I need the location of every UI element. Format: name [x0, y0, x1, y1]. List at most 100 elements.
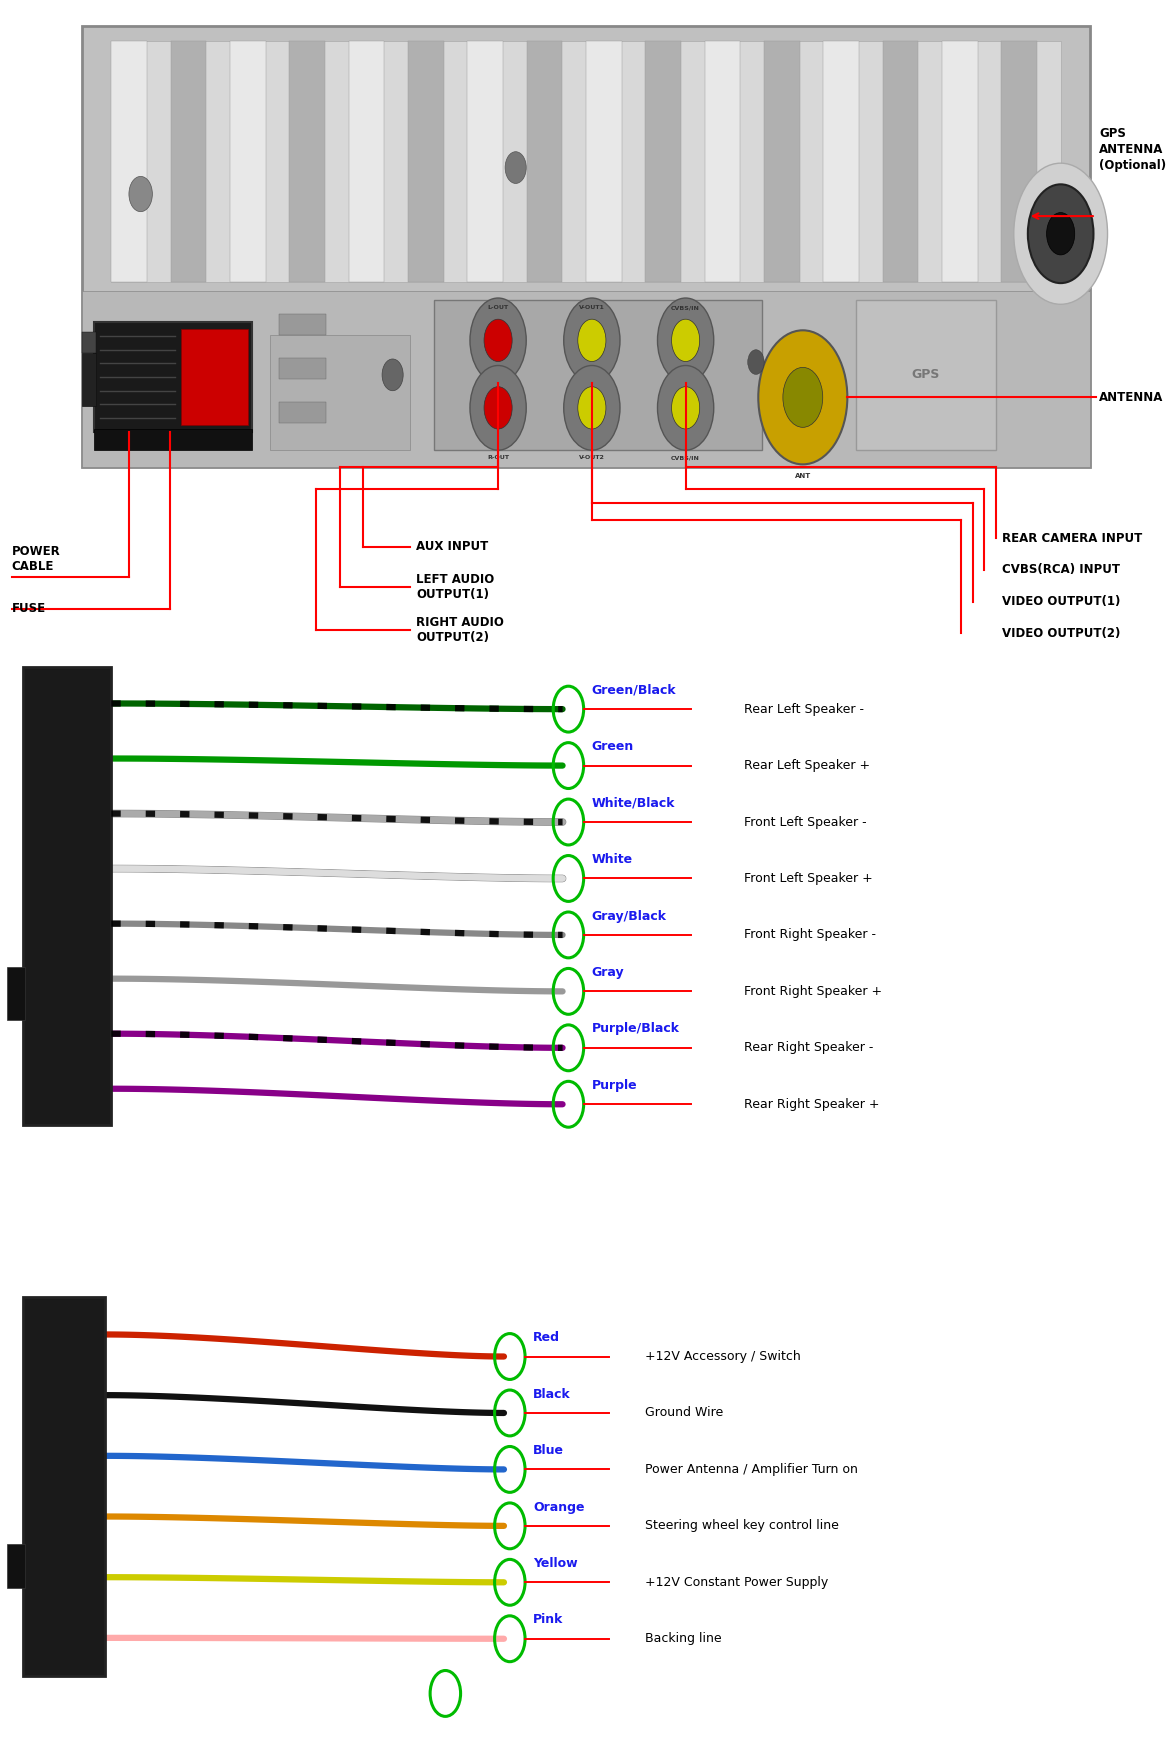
Text: +12V Accessory / Switch: +12V Accessory / Switch: [645, 1349, 800, 1364]
Bar: [883, 41, 919, 282]
Text: CVBS/IN: CVBS/IN: [672, 305, 700, 310]
Bar: [823, 41, 859, 282]
Bar: [111, 41, 1061, 282]
Bar: [270, 335, 410, 450]
Text: Purple: Purple: [592, 1080, 638, 1092]
Bar: [279, 358, 326, 379]
Text: GPS
ANTENNA
(Optional): GPS ANTENNA (Optional): [1099, 127, 1166, 173]
Text: Rear Left Speaker +: Rear Left Speaker +: [744, 759, 871, 773]
Bar: [856, 300, 996, 450]
Circle shape: [578, 319, 606, 362]
Bar: [942, 41, 977, 282]
Circle shape: [484, 386, 512, 429]
Text: Green: Green: [592, 741, 634, 753]
Bar: [82, 353, 96, 406]
Text: R-OUT: R-OUT: [488, 455, 509, 460]
Circle shape: [672, 319, 700, 362]
Bar: [230, 41, 266, 282]
Text: VIDEO OUTPUT(2): VIDEO OUTPUT(2): [1002, 626, 1120, 640]
Text: Blue: Blue: [533, 1445, 564, 1457]
Bar: [468, 41, 503, 282]
Circle shape: [382, 360, 403, 392]
Circle shape: [470, 365, 526, 450]
Circle shape: [748, 349, 764, 374]
Bar: [82, 291, 1090, 467]
Text: FUSE: FUSE: [12, 602, 46, 616]
Bar: [23, 1297, 105, 1676]
Text: Purple/Black: Purple/Black: [592, 1023, 680, 1035]
Text: VIDEO OUTPUT(1): VIDEO OUTPUT(1): [1002, 594, 1120, 609]
Bar: [289, 41, 325, 282]
Circle shape: [758, 330, 847, 464]
Text: Ground Wire: Ground Wire: [645, 1406, 723, 1420]
Bar: [82, 26, 1090, 467]
Text: V-OUT1: V-OUT1: [579, 305, 605, 310]
Circle shape: [564, 298, 620, 383]
Bar: [408, 41, 443, 282]
Text: L-OUT: L-OUT: [488, 305, 509, 310]
Bar: [111, 41, 146, 282]
Circle shape: [129, 176, 152, 212]
Bar: [646, 41, 681, 282]
Text: Front Left Speaker +: Front Left Speaker +: [744, 871, 873, 886]
Text: ANT: ANT: [795, 473, 811, 480]
Bar: [704, 41, 741, 282]
Bar: [171, 41, 206, 282]
Text: RIGHT AUDIO
OUTPUT(2): RIGHT AUDIO OUTPUT(2): [416, 616, 504, 644]
Circle shape: [783, 367, 823, 427]
Text: Front Right Speaker +: Front Right Speaker +: [744, 984, 883, 998]
Text: +12V Constant Power Supply: +12V Constant Power Supply: [645, 1575, 827, 1589]
Text: REAR CAMERA INPUT: REAR CAMERA INPUT: [1002, 531, 1143, 545]
Bar: [180, 328, 248, 425]
Circle shape: [657, 365, 714, 450]
Text: V-OUT2: V-OUT2: [579, 455, 605, 460]
Bar: [23, 667, 111, 1125]
Text: White/Black: White/Black: [592, 797, 675, 810]
Bar: [764, 41, 799, 282]
Bar: [586, 41, 621, 282]
Text: Front Left Speaker -: Front Left Speaker -: [744, 815, 867, 829]
Text: POWER
CABLE: POWER CABLE: [12, 545, 61, 573]
Bar: [94, 321, 252, 432]
Text: Black: Black: [533, 1388, 571, 1401]
Text: CVBS/IN: CVBS/IN: [672, 455, 700, 460]
Bar: [279, 402, 326, 423]
Circle shape: [1047, 213, 1075, 254]
Text: Rear Left Speaker -: Rear Left Speaker -: [744, 702, 864, 716]
Bar: [526, 41, 563, 282]
Text: ANTENNA: ANTENNA: [1099, 392, 1164, 404]
Text: GPS: GPS: [912, 369, 940, 381]
Text: Green/Black: Green/Black: [592, 684, 676, 697]
Circle shape: [1014, 164, 1108, 303]
Text: Rear Right Speaker -: Rear Right Speaker -: [744, 1041, 873, 1055]
Bar: [349, 41, 384, 282]
Text: Front Right Speaker -: Front Right Speaker -: [744, 928, 877, 942]
Bar: [82, 332, 96, 353]
Bar: [94, 429, 252, 450]
Bar: [7, 1544, 25, 1588]
Text: Rear Right Speaker +: Rear Right Speaker +: [744, 1097, 880, 1111]
Bar: [434, 300, 762, 450]
Text: Pink: Pink: [533, 1614, 564, 1626]
Circle shape: [1028, 183, 1093, 284]
Circle shape: [672, 386, 700, 429]
Circle shape: [578, 386, 606, 429]
Text: Red: Red: [533, 1332, 560, 1344]
Text: Gray: Gray: [592, 967, 625, 979]
Circle shape: [657, 298, 714, 383]
Text: White: White: [592, 854, 633, 866]
Text: Orange: Orange: [533, 1501, 585, 1514]
Text: Steering wheel key control line: Steering wheel key control line: [645, 1519, 838, 1533]
Bar: [279, 314, 326, 335]
Circle shape: [564, 365, 620, 450]
Bar: [1001, 41, 1037, 282]
Text: AUX INPUT: AUX INPUT: [416, 540, 489, 554]
Text: Backing line: Backing line: [645, 1632, 721, 1646]
Circle shape: [484, 319, 512, 362]
Circle shape: [470, 298, 526, 383]
Text: LEFT AUDIO
OUTPUT(1): LEFT AUDIO OUTPUT(1): [416, 573, 495, 602]
Text: CVBS(RCA) INPUT: CVBS(RCA) INPUT: [1002, 563, 1120, 577]
Text: Yellow: Yellow: [533, 1558, 578, 1570]
Text: Gray/Black: Gray/Black: [592, 910, 667, 923]
Circle shape: [505, 152, 526, 183]
